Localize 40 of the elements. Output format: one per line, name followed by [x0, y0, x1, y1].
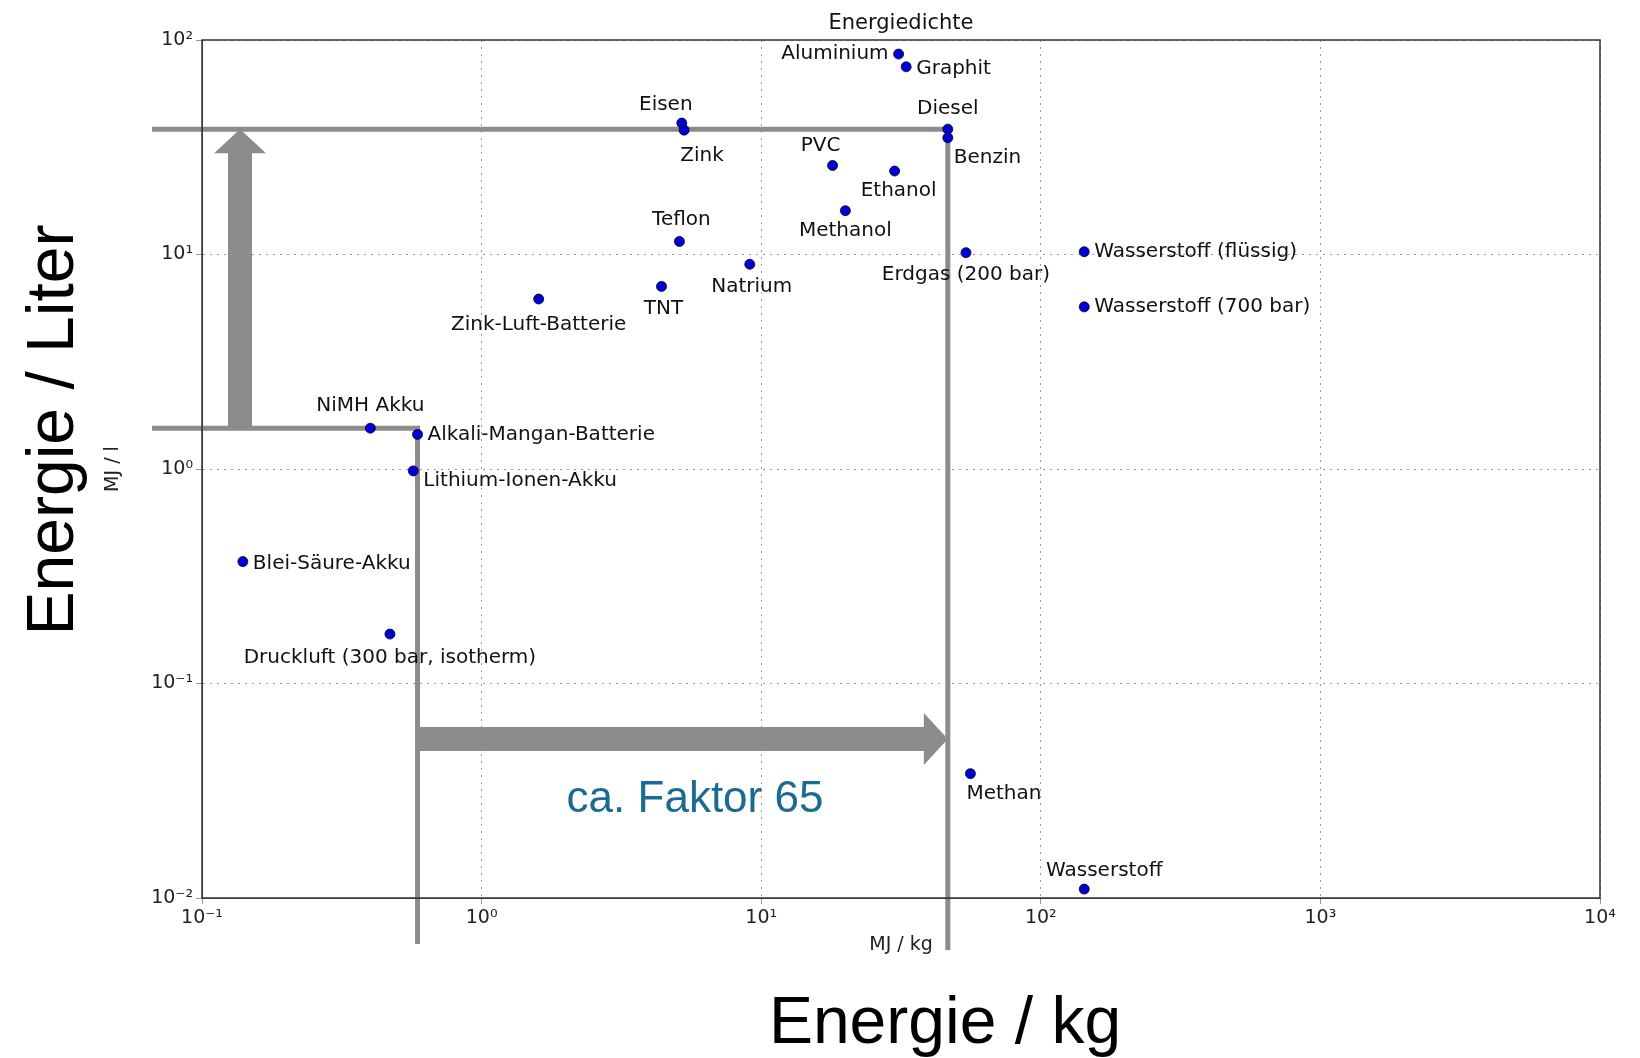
- series-label: Ethanol: [860, 177, 937, 202]
- series-label: Lithium-Ionen-Akku: [423, 467, 617, 492]
- x-tick-label: 10⁴: [1584, 905, 1617, 928]
- series-label: Zink-Luft-Batterie: [451, 311, 627, 336]
- series-label: Erdgas (200 bar): [881, 260, 1051, 285]
- annotation: ca. Faktor 65: [566, 772, 824, 822]
- x-tick-label: 10¹: [745, 905, 778, 928]
- series-label: NiMH Akku: [316, 392, 425, 417]
- series-label: TNT: [642, 294, 684, 319]
- y-tick-label: 10⁻¹: [151, 670, 193, 693]
- series-label: Wasserstoff (700 bar): [1094, 293, 1311, 318]
- series-label: Aluminium: [781, 40, 889, 65]
- y-tick-label: 10²: [161, 26, 193, 49]
- text: Energie / kg: [768, 982, 1122, 1058]
- series-label: Diesel: [917, 95, 979, 120]
- series-label: Blei-Säure-Akku: [252, 549, 411, 574]
- x-tick-label: 10²: [1024, 905, 1057, 928]
- series-label: Alkali-Mangan-Batterie: [427, 420, 655, 445]
- series-label: Wasserstoff (flüssig): [1094, 237, 1297, 262]
- x-tick-label: 10⁰: [465, 905, 498, 928]
- y-axis-title: MJ / l: [100, 446, 123, 492]
- series-label: PVC: [800, 131, 841, 156]
- series-label: Natrium: [711, 272, 793, 297]
- chart-title: Energiedichte: [828, 9, 974, 34]
- y-tick-label: 10⁰: [161, 455, 193, 478]
- series-label: Eisen: [639, 91, 693, 116]
- series-label: Graphit: [916, 55, 992, 79]
- series-label: Druckluft (300 bar, isotherm): [243, 644, 537, 669]
- series-label: Teflon: [651, 205, 711, 230]
- text: Energie / Liter: [12, 224, 88, 636]
- series-label: Benzin: [953, 144, 1022, 168]
- series-label: Zink: [680, 142, 725, 167]
- y-tick-label: 10¹: [161, 241, 193, 264]
- x-tick-label: 10³: [1304, 905, 1337, 928]
- x-axis-title: MJ / kg: [869, 931, 933, 954]
- series-label: Methan: [966, 779, 1042, 804]
- y-tick-label: 10⁻²: [151, 884, 193, 907]
- series-label: Wasserstoff: [1046, 857, 1164, 882]
- series-label: Methanol: [798, 216, 892, 241]
- x-tick-label: 10⁻¹: [181, 905, 223, 928]
